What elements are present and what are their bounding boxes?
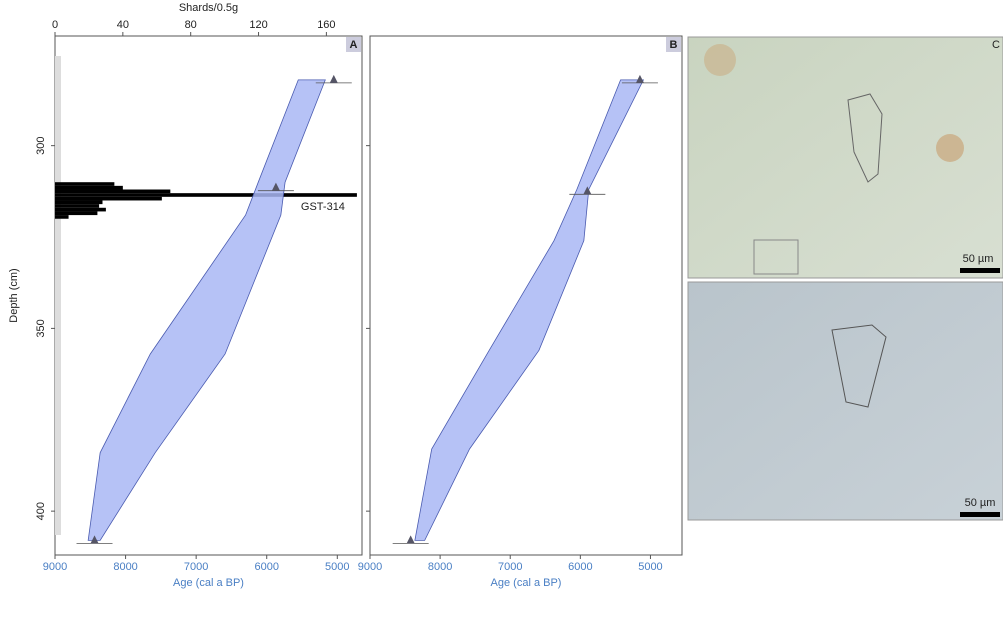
y-axis-label: Depth (cm) [8,268,20,322]
panel-label: B [670,39,678,51]
micrograph-panel: 50 µm 50 µm C [688,37,1003,520]
shard-bar [55,215,69,219]
x-tick-label: 8000 [113,561,137,573]
date-marker [636,75,644,83]
y-tick-label: 350 [35,319,47,337]
shard-bar [55,211,97,215]
x2-tick-label: 40 [117,19,129,31]
annotation: GST-314 [301,201,345,213]
shard-bar [55,186,123,190]
scale-label: 50 µm [965,497,996,509]
figure: 50 µm 50 µm C A 9000 8000 7000 6000 5000 Age (… [0,0,1003,623]
x-tick-label: 9000 [43,561,67,573]
x-tick-label: 5000 [638,561,662,573]
x-tick-label: 6000 [254,561,278,573]
x-axis-label: Age (cal a BP) [173,577,244,589]
y-tick-label: 400 [35,502,47,520]
grain [936,134,964,162]
x-tick-label: 7000 [184,561,208,573]
x-tick-label: 9000 [358,561,382,573]
shard-bar [55,182,114,186]
x-axis-label: Age (cal a BP) [491,577,562,589]
date-marker [330,75,338,83]
y-tick-label: 300 [35,136,47,154]
scale-bar [960,268,1000,273]
shard-bar [55,204,99,208]
shard-bar [55,190,170,194]
shard-bar [55,193,357,197]
shard-bar [55,208,106,212]
grain [704,44,736,76]
shard-bar [55,200,102,204]
x-tick-label: 8000 [428,561,452,573]
shard-bar [55,197,162,201]
sampled-interval [55,56,61,535]
x2-axis-label: Shards/0.5g [179,2,238,14]
x2-tick-label: 0 [52,19,58,31]
x2-tick-label: 80 [185,19,197,31]
age-envelope [415,80,644,541]
x2-tick-label: 160 [317,19,335,31]
x-tick-label: 5000 [325,561,349,573]
date-marker [407,535,415,543]
x2-tick-label: 120 [249,19,267,31]
panel-label: A [350,39,358,51]
age-envelope [88,80,325,541]
scale-bar [960,512,1000,517]
x-tick-label: 7000 [498,561,522,573]
x-tick-label: 6000 [568,561,592,573]
scale-label: 50 µm [963,253,994,265]
panel-label: C [992,39,1000,51]
